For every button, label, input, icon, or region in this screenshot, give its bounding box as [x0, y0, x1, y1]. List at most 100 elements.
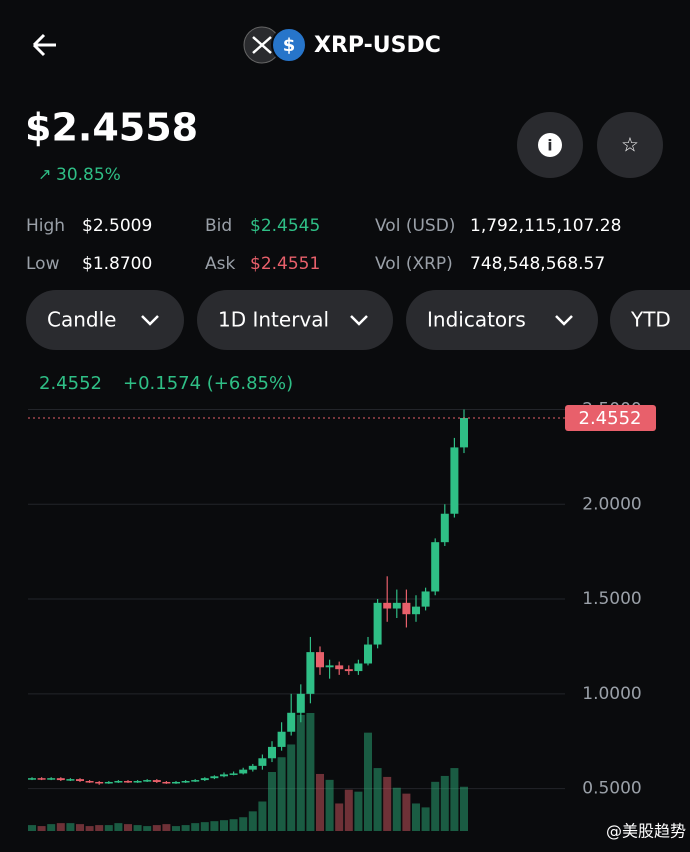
- candle-body: [354, 663, 363, 672]
- stat-value: 1,792,115,107.28: [470, 216, 621, 236]
- volume-bar: [412, 803, 420, 831]
- candle-body: [268, 746, 276, 759]
- volume-bar: [268, 772, 276, 831]
- volume-bar: [431, 781, 440, 831]
- filter-button-label: 1D Interval: [218, 308, 329, 332]
- volume-bar: [421, 807, 430, 831]
- filter-button[interactable]: [406, 290, 598, 350]
- chevron: [141, 315, 159, 326]
- usdc-glyph: $: [283, 35, 296, 56]
- candle-body: [402, 602, 411, 615]
- candle-body: [162, 781, 171, 784]
- candle-body: [383, 602, 392, 609]
- volume-bar: [440, 775, 449, 831]
- volume-bar: [325, 779, 334, 831]
- volume-bar: [344, 789, 353, 831]
- candle-body: [28, 778, 36, 780]
- volume-bar: [133, 825, 142, 831]
- last-price-badge: [565, 404, 656, 431]
- volume-bar: [191, 823, 200, 831]
- stat-value: $2.4545: [250, 216, 320, 236]
- filter-button[interactable]: [610, 290, 690, 350]
- candle-body: [56, 778, 65, 781]
- stat-label: Ask: [205, 254, 235, 274]
- candle-body: [200, 778, 209, 781]
- stat-value: 748,548,568.57: [470, 254, 605, 274]
- volume-bar: [220, 820, 228, 831]
- candle-body: [335, 665, 344, 670]
- volume-bar: [258, 801, 267, 831]
- volume-bar: [383, 776, 392, 831]
- volume-bar: [316, 773, 324, 831]
- candle-body: [412, 606, 420, 615]
- volume-bar: [364, 732, 372, 831]
- volume-bar: [85, 826, 94, 831]
- candle-body: [277, 731, 286, 747]
- volume-bar: [450, 768, 459, 831]
- star-icon: ☆: [621, 133, 639, 157]
- volume-bar: [47, 824, 56, 831]
- volume-bar: [402, 793, 411, 831]
- volume-bar: [296, 714, 305, 831]
- volume-bar: [229, 819, 238, 831]
- stat-value: $2.4551: [250, 254, 320, 274]
- candle-body: [450, 447, 459, 514]
- stat-label: Vol (XRP): [375, 254, 453, 274]
- change: 30.85%: [56, 165, 121, 185]
- volume-bar: [248, 811, 257, 831]
- favorite-button[interactable]: [597, 112, 663, 178]
- volume-bar: [56, 823, 65, 831]
- volume-bar: [152, 825, 161, 831]
- stat-label: Low: [26, 254, 60, 274]
- change-arrow: ↗: [38, 165, 51, 184]
- candle-body: [316, 652, 324, 668]
- volume-bar: [124, 824, 132, 831]
- volume-bar: [277, 757, 286, 831]
- candle-body: [76, 779, 84, 782]
- volume-bar: [335, 803, 344, 831]
- stat-label: High: [26, 216, 65, 236]
- candle-body: [344, 669, 353, 672]
- volume-bar: [392, 787, 401, 831]
- volume-bar: [200, 822, 209, 831]
- info-icon: [538, 133, 562, 157]
- candle-body: [172, 781, 180, 784]
- candle-body: [440, 513, 449, 543]
- y-tick-label: 0.5000: [582, 779, 641, 799]
- volume-bar: [181, 825, 190, 831]
- volume-bar: [114, 823, 123, 831]
- candle-body: [248, 765, 257, 770]
- candle-body: [210, 776, 219, 779]
- candle-body: [373, 602, 382, 645]
- y-tick-label: 2.0000: [582, 494, 641, 514]
- volume-bar: [172, 826, 180, 831]
- y-tick-label: 1.5000: [582, 589, 641, 609]
- volume-bar: [239, 817, 248, 831]
- candle-body: [431, 542, 440, 592]
- candle-body: [392, 602, 401, 609]
- candle-body: [66, 779, 75, 781]
- stat-label: Vol (USD): [375, 216, 455, 236]
- candle-body: [258, 758, 267, 766]
- summary-change: +0.1574 (+6.85%): [123, 373, 293, 394]
- candle-body: [152, 780, 161, 782]
- candle-body: [114, 781, 123, 783]
- back-button[interactable]: [32, 33, 56, 57]
- candle-body: [47, 778, 56, 780]
- candle-body: [296, 693, 305, 713]
- stat-value: $2.5009: [82, 216, 152, 236]
- candle-body: [133, 781, 142, 783]
- volume-bar: [210, 821, 219, 831]
- candle-body: [95, 781, 104, 784]
- filter-button[interactable]: [26, 290, 184, 350]
- volume-bar: [143, 826, 152, 831]
- filter-button[interactable]: [197, 290, 393, 350]
- candle-body: [181, 781, 190, 783]
- watermark: @美股趋势: [606, 822, 686, 841]
- volume-bar: [95, 825, 104, 831]
- chevron: [555, 315, 573, 326]
- info-glyph: i: [547, 137, 552, 155]
- chevron: [350, 315, 368, 326]
- volume-bar: [373, 768, 382, 831]
